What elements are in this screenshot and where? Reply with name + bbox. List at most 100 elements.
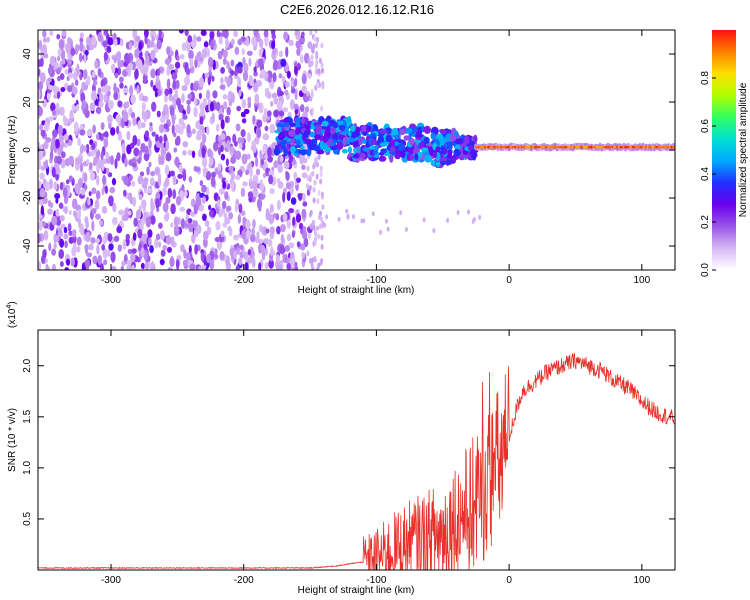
heatmap-cell [77, 177, 84, 189]
heatmap-cell [275, 254, 281, 263]
heatmap-cell [38, 81, 44, 91]
heatmap-cell [79, 37, 84, 43]
heatmap-cell [116, 125, 120, 135]
heatmap-cell [114, 158, 118, 169]
heatmap-cell [241, 98, 247, 109]
heatmap-cell [308, 142, 315, 151]
heatmap-cell [67, 222, 72, 232]
heatmap-cell [205, 89, 211, 101]
heatmap-cell [126, 264, 132, 270]
heatmap-cell [135, 36, 139, 42]
heatmap-cell [59, 182, 64, 191]
heatmap-cell [268, 174, 274, 185]
heatmap-cell [88, 191, 92, 197]
heatmap-cell [316, 198, 320, 205]
heatmap-cell [273, 109, 279, 118]
heatmap-cell [175, 195, 182, 206]
heatmap-cell [147, 229, 153, 239]
heatmap-cell [352, 141, 357, 148]
heatmap-cell [164, 164, 170, 176]
heatmap-cell [279, 244, 285, 255]
heatmap-cell [328, 122, 334, 127]
heatmap-cell [471, 152, 478, 158]
heatmap-cell [220, 153, 226, 161]
heatmap-cell [148, 161, 152, 168]
heatmap-cell [96, 244, 100, 255]
heatmap-cell [453, 130, 459, 136]
heatmap-cell [290, 87, 296, 94]
heatmap-cell [71, 86, 78, 95]
heatmap-cell [245, 36, 250, 47]
heatmap-cell [312, 197, 316, 204]
heatmap-cell [377, 135, 385, 144]
snr-y-ticks: 0.5 1.0 1.5 2.0 [22, 358, 675, 526]
heatmap-cell [185, 67, 191, 75]
heatmap-cell [201, 184, 207, 193]
heatmap-cell [126, 259, 133, 266]
heatmap-cell [85, 36, 92, 46]
colorbar: 0.0 0.2 0.4 0.6 0.8 Normalized spectral ampl… [700, 30, 749, 277]
heatmap-cell [90, 237, 96, 244]
heatmap-cell [102, 175, 107, 186]
heatmap-cell [158, 141, 164, 149]
heatmap-cell [103, 30, 109, 36]
colorbar-ticks: 0.0 0.2 0.4 0.6 0.8 [700, 71, 716, 277]
heatmap-cell [148, 261, 152, 269]
heatmap-cell [303, 237, 309, 248]
heatmap-cell [171, 124, 175, 135]
heatmap-cell [276, 199, 281, 211]
heatmap-cell [40, 56, 44, 67]
heatmap-cell [44, 159, 49, 169]
heatmap-cell [189, 57, 194, 68]
heatmap-cell [38, 199, 43, 206]
heatmap-cell [337, 216, 341, 222]
heatmap-cell [47, 208, 53, 216]
heatmap-cell [188, 176, 193, 183]
heatmap-cell [85, 264, 90, 270]
heatmap-cell [81, 99, 87, 110]
heatmap-cell [216, 199, 221, 208]
heatmap-cell [245, 229, 252, 240]
heatmap-cell [279, 123, 286, 128]
heatmap-cell [119, 38, 124, 47]
heatmap-cell [69, 109, 74, 120]
heatmap-cell [424, 155, 433, 163]
heatmap-cell [174, 230, 180, 237]
heatmap-cell [71, 246, 77, 257]
heatmap-cell [370, 139, 378, 145]
heatmap-cell [278, 110, 285, 117]
heatmap-cell [120, 265, 124, 270]
heatmap-cell [74, 44, 80, 52]
heatmap-cell [184, 30, 189, 37]
heatmap-cell [141, 109, 145, 120]
heatmap-cell [196, 36, 202, 42]
heatmap-cell [176, 254, 182, 261]
heatmap-cell [116, 225, 123, 234]
heatmap-cell [257, 127, 262, 139]
heatmap-cell [288, 208, 295, 214]
heatmap-cell [110, 265, 117, 270]
heatmap-cell [447, 149, 453, 158]
heatmap-cell [186, 104, 191, 115]
heatmap-cell [313, 239, 317, 246]
heatmap-cell [440, 157, 448, 162]
heatmap-cell [277, 264, 283, 270]
heatmap-x-tick-label: 100 [633, 275, 650, 286]
heatmap-cell [420, 147, 429, 152]
heatmap-cell [188, 222, 194, 233]
heatmap-cell [252, 219, 256, 229]
heatmap-cell [317, 153, 321, 160]
heatmap-cell [262, 172, 267, 179]
heatmap-cell [385, 134, 392, 143]
heatmap-cell [154, 238, 159, 249]
heatmap-cell [403, 135, 410, 141]
heatmap-cell [55, 197, 59, 204]
heatmap-cell [240, 187, 246, 198]
heatmap-cell [115, 52, 121, 63]
heatmap-cell [314, 230, 318, 237]
heatmap-cell [173, 147, 178, 153]
heatmap-cell [188, 49, 194, 60]
heatmap-cell [380, 148, 387, 154]
heatmap-cell [122, 111, 129, 122]
heatmap-cell [233, 30, 238, 37]
